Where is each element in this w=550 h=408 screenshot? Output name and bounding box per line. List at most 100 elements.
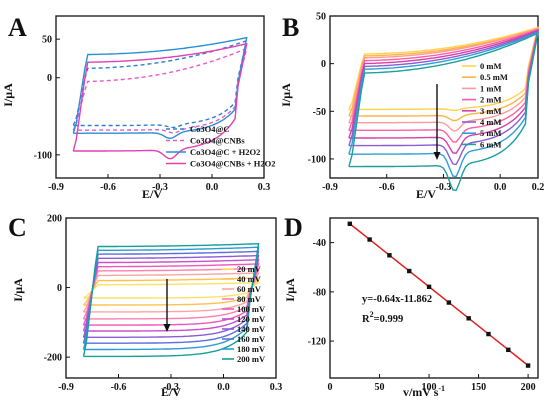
legend-entry: 1 mM [480,83,501,93]
y-tick-label: -80 [313,287,326,298]
y-tick-label: 50 [316,12,326,23]
x-tick-label: 0.2 [532,182,545,193]
y-tick-label: -120 [308,337,326,348]
legend-entry: 40 mV [237,274,262,284]
cv-curve-b-5 [348,30,539,166]
cv-curve-a-1 [72,47,248,134]
panel-b-ylabel: I/μA [279,83,293,107]
y-tick-label: 0 [321,59,326,70]
panel-a-ylabel: I/μA [1,83,15,107]
x-tick-label: 100 [422,382,437,393]
x-tick-label: 150 [471,382,486,393]
x-tick-label: -0.6 [100,182,116,193]
legend-entry: 180 mV [237,344,266,354]
cv-curve-c-1 [82,277,260,306]
legend-entry: Co3O4@C [190,124,230,134]
data-point [387,253,392,258]
legend-entry: 100 mV [237,304,266,314]
cv-curve-a-2 [72,36,248,139]
y-tick-label: -200 [44,353,62,364]
panel-d-ylabel: I/μA [283,278,297,302]
data-point [426,284,432,289]
y-tick-label: -40 [313,238,326,249]
data-point [407,268,412,274]
panel-letter-d: D [284,213,303,242]
panel-a: A I/μA E/V -0.9 -0.6 -0.3 0.0 0.3 -100 0 50 Co3O… [1,13,275,201]
panel-c-ylabel: I/μA [11,278,25,302]
legend-entry: 200 mV [237,354,266,364]
y-tick-label: -50 [313,107,326,118]
x-tick-label: 0.3 [270,382,283,393]
r2-value: =0.999 [374,314,404,325]
cv-curve-b-7 [348,32,539,192]
x-tick-label: -0.9 [48,182,64,193]
cv-curve-b-3 [348,28,539,143]
cv-curve-c-4 [82,263,260,326]
r-squared: R2=0.999 [362,310,403,325]
x-tick-label: 0 [328,382,333,393]
x-tick-label: -0.6 [379,182,395,193]
legend-entry: 0.5 mM [480,72,508,82]
panel-b: B I/μA E/V -0.9 -0.6 -0.3 0.0 0.2 50 0 -50 -100 0… [279,12,544,202]
plot-frame-b [329,15,539,179]
panel-a-xlabel: E/V [142,187,162,201]
cv-curve-c-0 [83,281,262,299]
x-tick-label: -0.3 [152,182,168,193]
legend-entry: Co3O4@C + H2O2 [190,147,260,157]
legend-entry: 4 mM [480,117,501,127]
y-tick-label: 0 [57,283,62,294]
x-tick-label: 0.0 [206,182,219,193]
legend-entry: 60 mV [237,284,262,294]
plot-frame-d [329,217,539,379]
legend-entry: 20 mV [237,264,262,274]
legend-entry: 120 mV [237,314,266,324]
legend-entry: Co3O4@CNBs [190,136,245,146]
data-point [367,237,372,242]
fit-equation: y=-0.64x-11.862 [362,294,432,305]
legend-entry: 5 mM [480,128,501,138]
cv-curve-c-3 [82,267,260,320]
x-tick-label: -0.9 [322,182,338,193]
x-tick-label: 50 [375,382,385,393]
x-tick-label: 200 [521,382,536,393]
cv-curve-a-0 [72,39,248,129]
x-tick-label: -0.6 [111,382,127,393]
panel-c: C I/μA E/V -0.9 -0.6 -0.3 0.0 0.3 200 0 -200 20 … [8,213,282,399]
legend-entry: 80 mV [237,294,262,304]
legend-entry: 3 mM [480,106,501,116]
y-tick-label: 50 [42,35,52,46]
panel-letter-b: B [282,13,299,42]
panel-c-xlabel: E/V [161,385,181,399]
x-tick-label: -0.3 [436,182,452,193]
cv-curve-b-0 [348,26,539,111]
panel-b-xlabel: E/V [416,187,436,201]
data-point [446,300,452,305]
panel-letter-c: C [8,213,27,242]
trend-arrow-c-head [163,324,171,332]
cv-curve-c-6 [82,254,260,338]
cv-curve-c-9 [82,242,260,358]
y-tick-label: 0 [47,73,52,84]
data-point [525,363,531,368]
y-tick-label: -100 [308,154,326,165]
cv-curve-c-5 [82,258,260,332]
legend-entry: Co3O4@CNBs + H2O2 [190,159,275,169]
legend-entry: 2 mM [480,95,501,105]
data-point [506,347,511,353]
cv-curve-b-2 [348,27,539,132]
legend-entry: 6 mM [480,139,501,149]
panel-d-xlabel-sup: -1 [438,384,445,393]
panel-d-xlabel: v/mV s-1 [403,384,445,399]
r2-label: R [362,314,370,325]
x-tick-label: 0.0 [494,182,507,193]
r2-sup: 2 [370,310,374,319]
y-tick-label: 200 [47,214,62,225]
legend-entry: 0 mM [480,61,501,71]
panel-d: D I/μA v/mV s-1 y=-0.64x-11.862 R2=0.999… [283,213,539,399]
x-tick-label: 0.3 [258,182,271,193]
x-tick-label: 0.0 [217,382,230,393]
legend-entry: 140 mV [237,324,266,334]
panel-letter-a: A [8,13,27,42]
cv-curve-b-6 [348,31,539,178]
